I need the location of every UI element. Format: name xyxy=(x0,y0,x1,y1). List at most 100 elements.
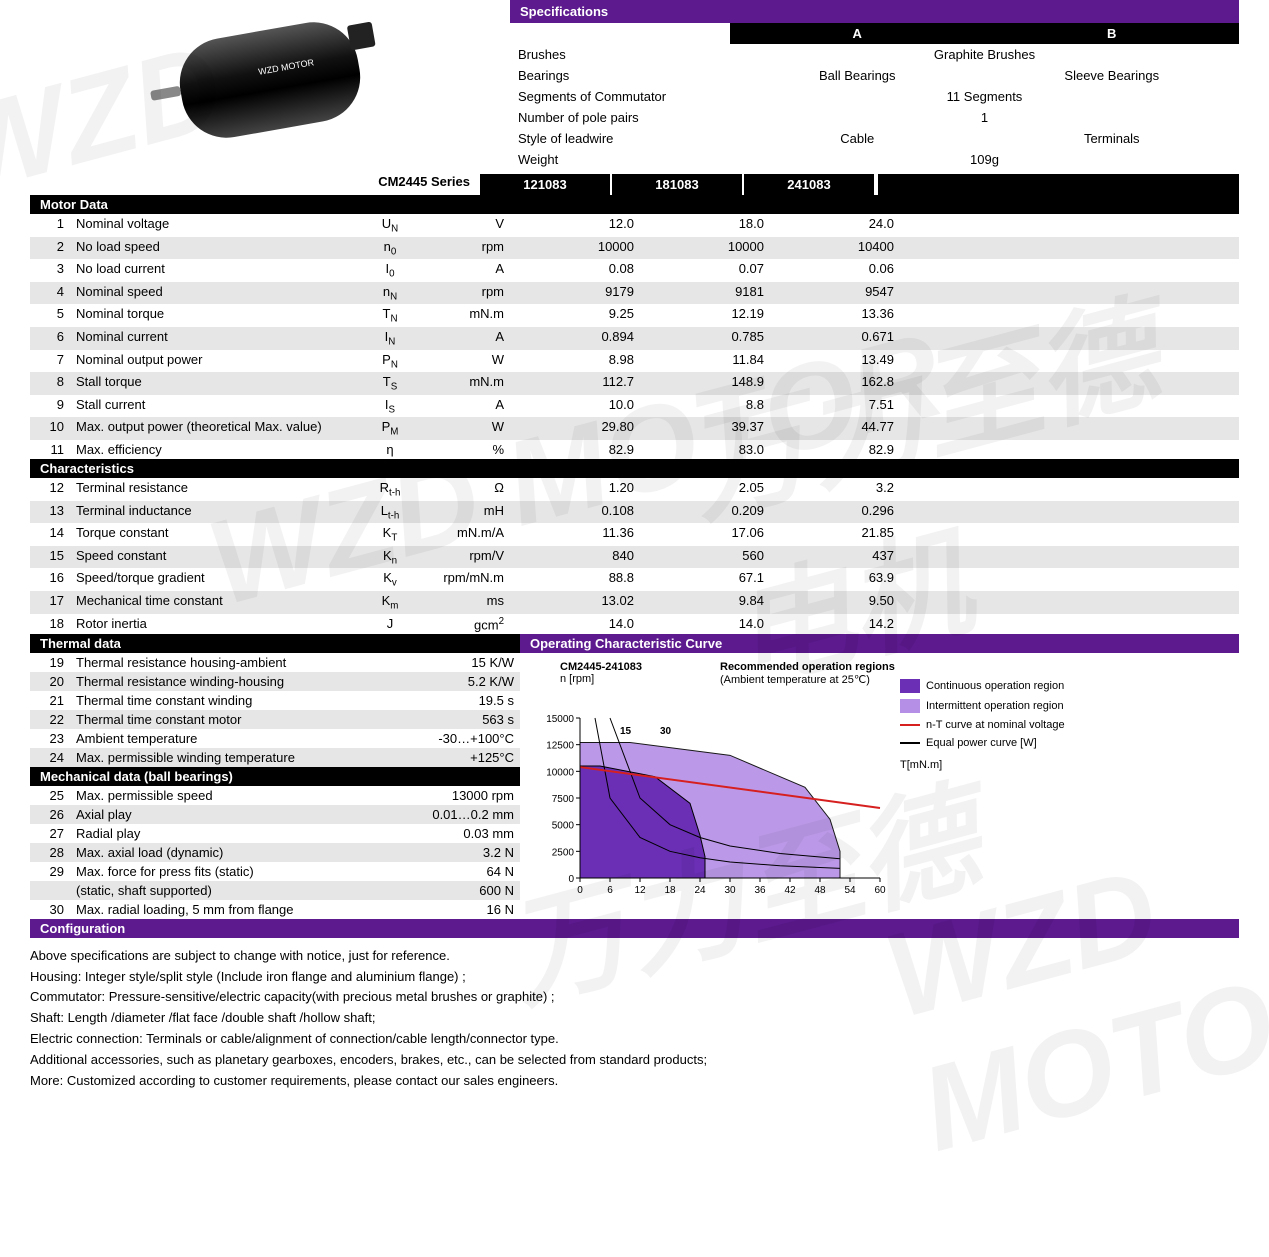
svg-text:30: 30 xyxy=(660,726,672,737)
chart-y-label: n [rpm] xyxy=(560,673,642,685)
product-image-label: WZD MOTOR xyxy=(258,57,315,77)
table-row: 5Nominal torqueTNmN.m9.2512.1913.36 xyxy=(30,304,1239,327)
svg-text:12500: 12500 xyxy=(546,740,574,751)
svg-text:30: 30 xyxy=(724,885,736,896)
svg-text:6: 6 xyxy=(607,885,613,896)
svg-text:18: 18 xyxy=(664,885,676,896)
svg-text:36: 36 xyxy=(754,885,766,896)
table-row: 11Max. efficiencyη%82.983.082.9 xyxy=(30,440,1239,459)
series-col: 181083 xyxy=(612,174,742,195)
legend-swatch-icon xyxy=(900,679,920,693)
spec-row-label: Weight xyxy=(510,149,730,170)
table-row: 30Max. radial loading, 5 mm from flange1… xyxy=(30,900,520,919)
svg-text:12: 12 xyxy=(634,885,646,896)
spec-row-label: Bearings xyxy=(510,65,730,86)
spec-val-center: 11 Segments xyxy=(730,86,1239,107)
thermal-header: Thermal data xyxy=(30,634,520,653)
legend-swatch-icon xyxy=(900,699,920,713)
svg-text:0: 0 xyxy=(577,885,583,896)
config-line: Additional accessories, such as planetar… xyxy=(30,1050,1239,1071)
chart-title: CM2445-241083 xyxy=(560,661,642,673)
chart-rec-sub: (Ambient temperature at 25℃) xyxy=(720,673,895,686)
legend-item: Equal power curve [W] xyxy=(900,737,1229,749)
spec-row-label: Segments of Commutator xyxy=(510,86,730,107)
spec-row: Segments of Commutator11 Segments xyxy=(510,86,1239,107)
table-row: 17Mechanical time constantKmms13.029.849… xyxy=(30,591,1239,614)
series-label: CM2445 Series xyxy=(30,174,480,195)
table-row: 12Terminal resistanceRt-hΩ1.202.053.2 xyxy=(30,478,1239,501)
table-row: 15Speed constantKnrpm/V840560437 xyxy=(30,546,1239,569)
spec-row-label: Brushes xyxy=(510,44,730,65)
svg-text:24: 24 xyxy=(694,885,706,896)
characteristics-header: Characteristics xyxy=(40,461,500,476)
spec-val-b: Sleeve Bearings xyxy=(985,65,1240,86)
mechanical-header: Mechanical data (ball bearings) xyxy=(30,767,520,786)
spec-row-label: Number of pole pairs xyxy=(510,107,730,128)
table-row: 13Terminal inductanceLt-hmH0.1080.2090.2… xyxy=(30,501,1239,524)
series-header-row: CM2445 Series 121083181083241083 xyxy=(0,174,1269,195)
operating-chart: CM2445-241083 n [rpm] Recommended operat… xyxy=(520,653,1239,916)
legend-line-icon xyxy=(900,742,920,744)
table-row: 4Nominal speednNrpm917991819547 xyxy=(30,282,1239,305)
specifications-table: Specifications A B BrushesGraphite Brush… xyxy=(510,0,1239,170)
config-line: Housing: Integer style/split style (Incl… xyxy=(30,967,1239,988)
chart-x-label: T[mN.m] xyxy=(900,759,1229,771)
configuration-header: Configuration xyxy=(30,919,1239,938)
spec-val-a: Cable xyxy=(730,128,985,149)
config-line: Electric connection: Terminals or cable/… xyxy=(30,1029,1239,1050)
motor-data-table: 1Nominal voltageUNV12.018.024.02No load … xyxy=(30,214,1239,459)
table-row: 6Nominal currentINA0.8940.7850.671 xyxy=(30,327,1239,350)
spec-row: BearingsBall BearingsSleeve Bearings xyxy=(510,65,1239,86)
svg-text:15: 15 xyxy=(620,726,632,737)
spec-row: Weight109g xyxy=(510,149,1239,170)
product-image: WZD MOTOR xyxy=(30,0,510,160)
specifications-header: Specifications xyxy=(510,0,1239,23)
table-row: 3No load currentI0A0.080.070.06 xyxy=(30,259,1239,282)
table-row: 16Speed/torque gradientKvrpm/mN.m88.867.… xyxy=(30,568,1239,591)
svg-text:15000: 15000 xyxy=(546,714,574,725)
spec-val-a: Ball Bearings xyxy=(730,65,985,86)
table-row: 10Max. output power (theoretical Max. va… xyxy=(30,417,1239,440)
mechanical-table: 25Max. permissible speed13000 rpm26Axial… xyxy=(30,786,520,919)
legend-line-icon xyxy=(900,724,920,726)
legend-item: n-T curve at nominal voltage xyxy=(900,719,1229,731)
spec-col-b: B xyxy=(985,23,1240,44)
series-col: 241083 xyxy=(744,174,874,195)
svg-text:60: 60 xyxy=(874,885,886,896)
legend-item: Intermittent operation region xyxy=(900,699,1229,713)
table-row: 28Max. axial load (dynamic)3.2 N xyxy=(30,843,520,862)
table-row: 22Thermal time constant motor563 s xyxy=(30,710,520,729)
config-line: Commutator: Pressure-sensitive/electric … xyxy=(30,987,1239,1008)
table-row: 25Max. permissible speed13000 rpm xyxy=(30,786,520,805)
spec-col-a: A xyxy=(730,23,985,44)
svg-text:0: 0 xyxy=(568,874,574,885)
config-line: Above specifications are subject to chan… xyxy=(30,946,1239,967)
table-row: 23Ambient temperature-30…+100°C xyxy=(30,729,520,748)
svg-text:7500: 7500 xyxy=(552,794,575,805)
table-row: 8Stall torqueTSmN.m112.7148.9162.8 xyxy=(30,372,1239,395)
motor-data-header: Motor Data xyxy=(30,195,1239,214)
configuration-body: Above specifications are subject to chan… xyxy=(30,946,1239,1092)
svg-text:5000: 5000 xyxy=(552,820,575,831)
characteristics-table: 12Terminal resistanceRt-hΩ1.202.053.213T… xyxy=(30,478,1239,634)
spec-row: BrushesGraphite Brushes xyxy=(510,44,1239,65)
thermal-table: 19Thermal resistance housing-ambient15 K… xyxy=(30,653,520,767)
svg-text:10000: 10000 xyxy=(546,767,574,778)
table-row: (static, shaft supported)600 N xyxy=(30,881,520,900)
table-row: 14Torque constantKTmN.m/A11.3617.0621.85 xyxy=(30,523,1239,546)
svg-text:48: 48 xyxy=(814,885,826,896)
svg-text:2500: 2500 xyxy=(552,847,575,858)
spec-val-center: Graphite Brushes xyxy=(730,44,1239,65)
legend-item: Continuous operation region xyxy=(900,679,1229,693)
table-row: 27Radial play0.03 mm xyxy=(30,824,520,843)
table-row: 19Thermal resistance housing-ambient15 K… xyxy=(30,653,520,672)
spec-row-label: Style of leadwire xyxy=(510,128,730,149)
chart-svg: 0 2500 5000 7500 10000 12500 15000 0 6 12 18 24 30 36… xyxy=(530,673,890,903)
chart-rec-title: Recommended operation regions xyxy=(720,661,895,673)
table-row: 2No load speedn0rpm100001000010400 xyxy=(30,237,1239,260)
svg-text:42: 42 xyxy=(784,885,796,896)
config-line: Shaft: Length /diameter /flat face /doub… xyxy=(30,1008,1239,1029)
spec-row: Number of pole pairs1 xyxy=(510,107,1239,128)
table-row: 7Nominal output powerPNW8.9811.8413.49 xyxy=(30,350,1239,373)
table-row: 24Max. permissible winding temperature+1… xyxy=(30,748,520,767)
